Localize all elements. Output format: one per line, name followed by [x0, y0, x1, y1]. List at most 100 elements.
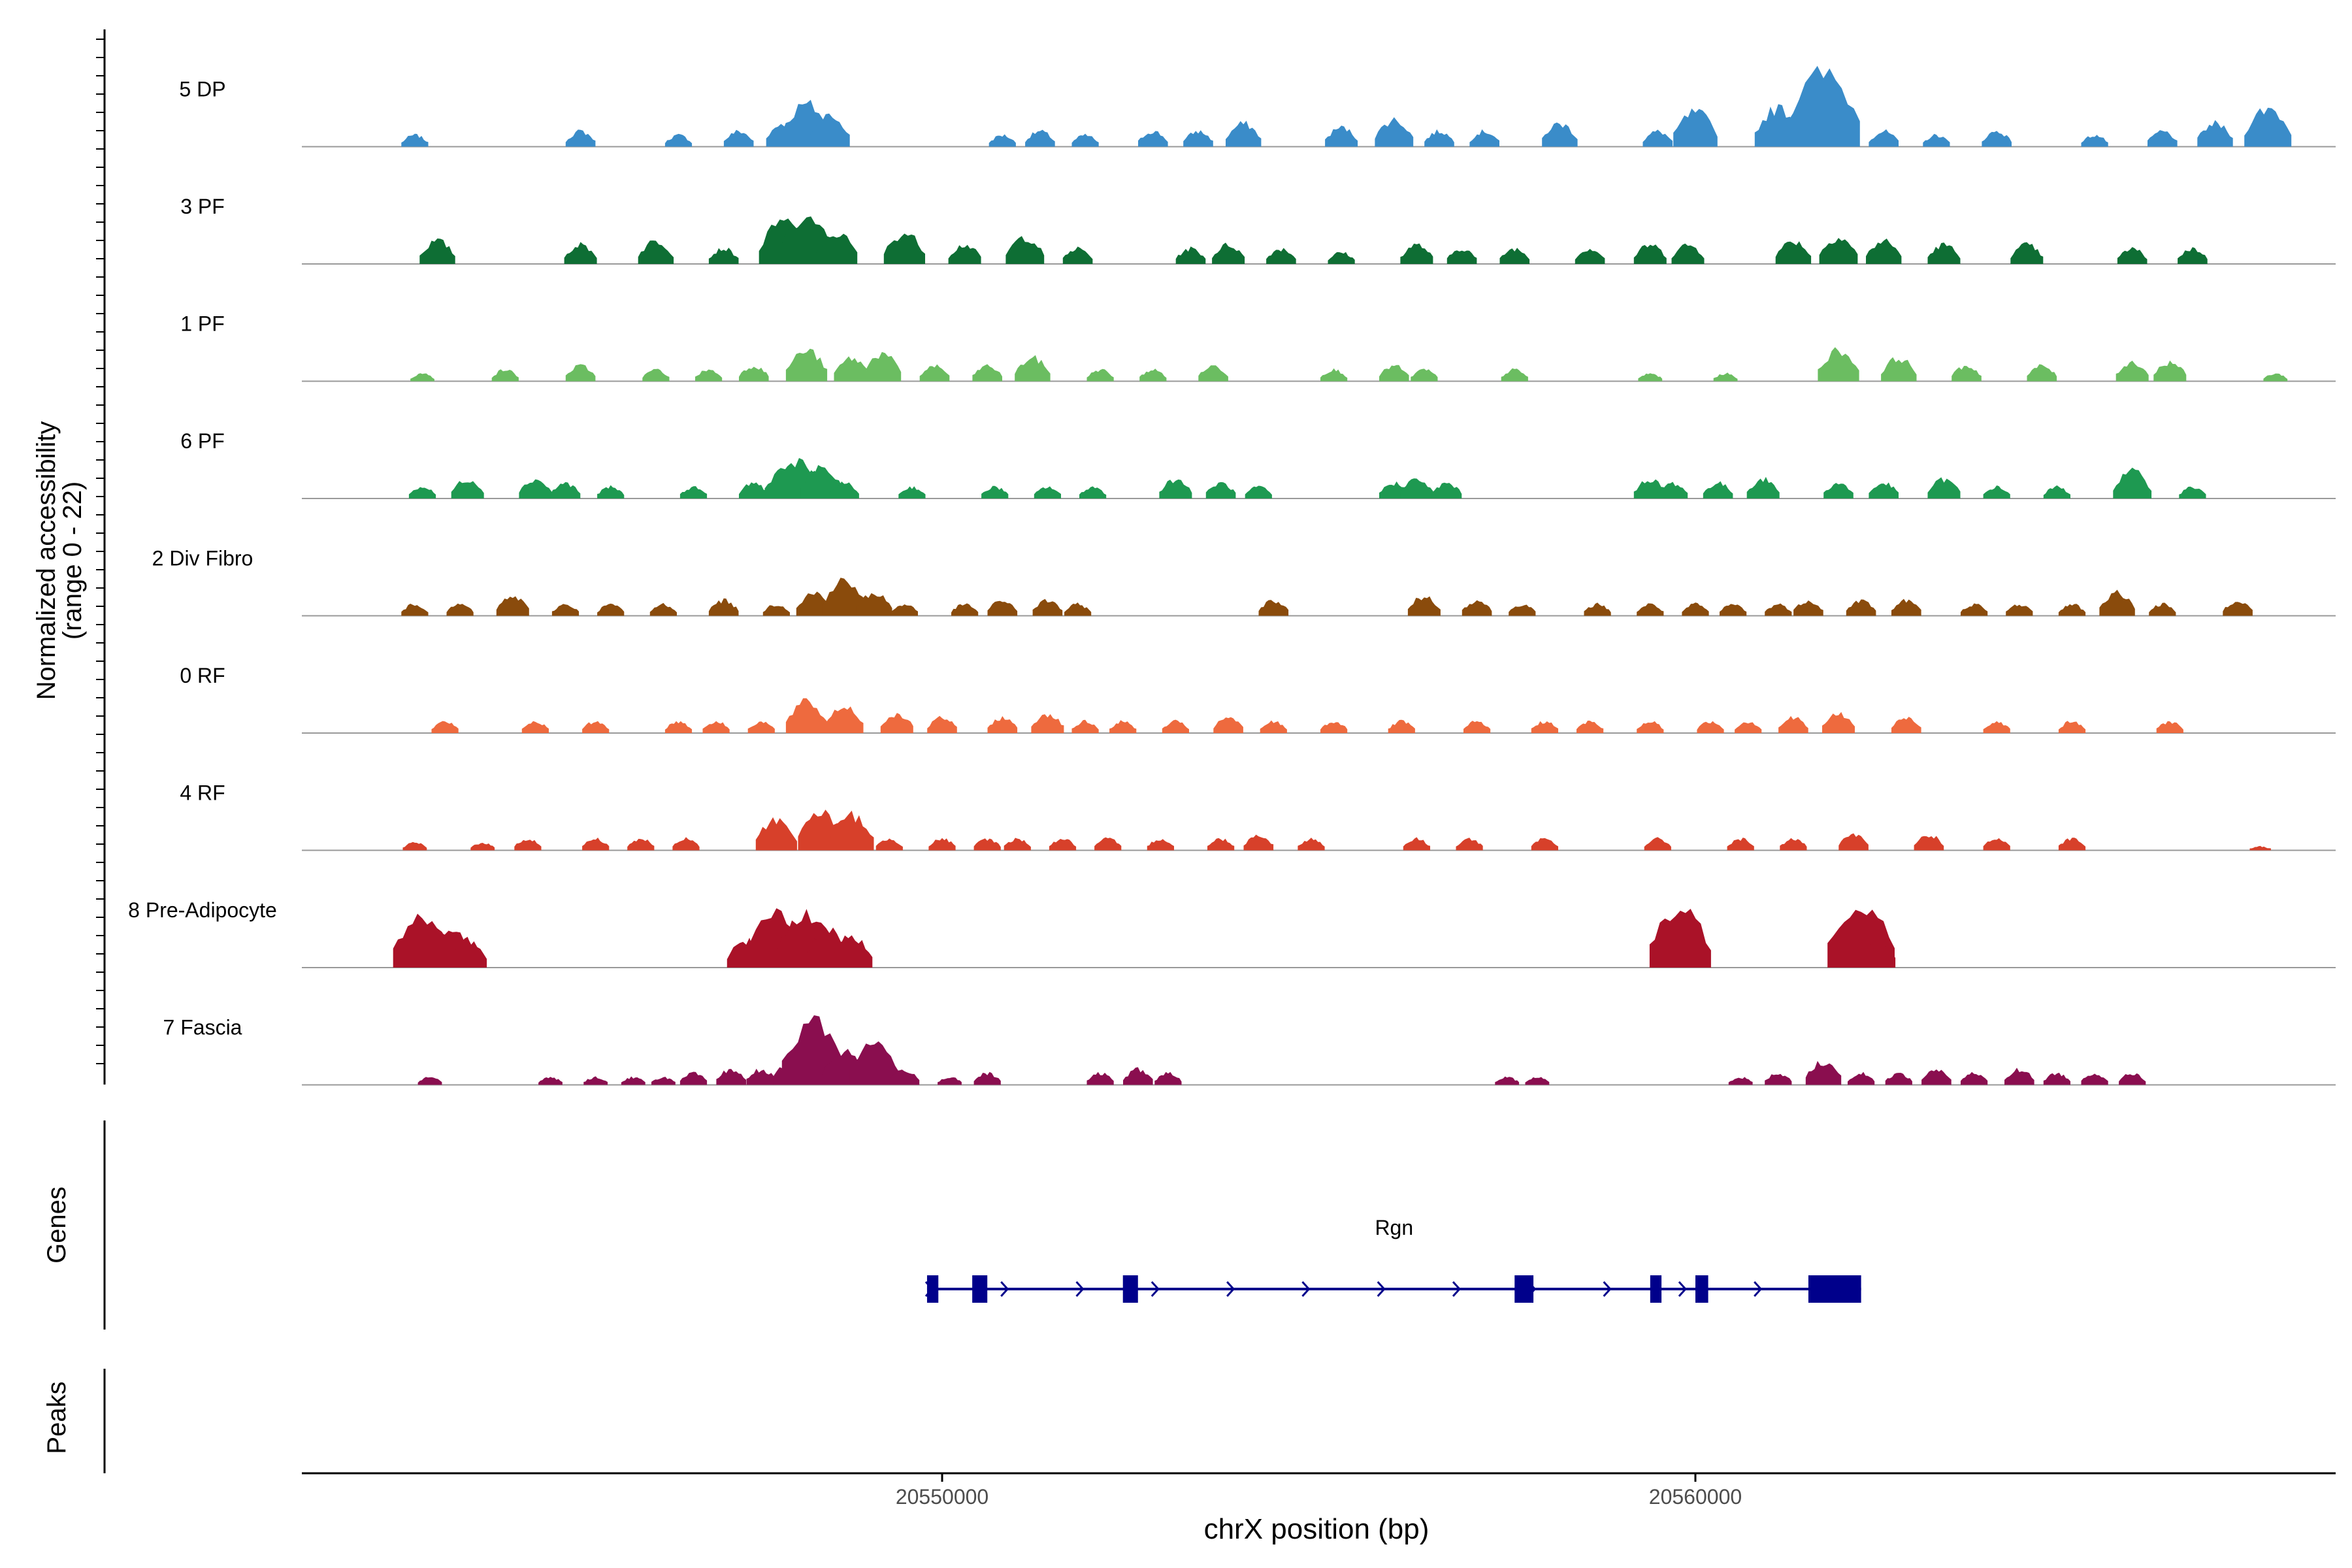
- coverage-peak: [829, 482, 859, 498]
- coverage-peak: [1079, 486, 1107, 498]
- track: 0 RF: [180, 664, 2336, 734]
- coverage-peak: [834, 356, 870, 382]
- track-label: 0 RF: [180, 664, 225, 687]
- coverage-peak: [739, 482, 769, 498]
- coverage-peak: [401, 133, 429, 147]
- track-label: 7 Fascia: [163, 1016, 242, 1039]
- coverage-peak: [410, 373, 434, 382]
- coverage-peak: [1162, 719, 1189, 733]
- coverage-peak: [1869, 482, 1899, 498]
- coverage-peak: [1728, 1077, 1753, 1085]
- gene-exon: [926, 1275, 939, 1303]
- coverage-peak: [1462, 600, 1492, 616]
- coverage-peak: [831, 935, 873, 968]
- coverage-peak: [2179, 486, 2206, 498]
- coverage-peak: [1682, 602, 1709, 616]
- coverage-peak: [679, 1071, 708, 1085]
- coverage-peak: [1927, 242, 1961, 264]
- coverage-peak: [1531, 721, 1558, 733]
- coverage-peak: [1495, 1076, 1520, 1085]
- coverage-peak: [2081, 135, 2108, 147]
- coverage-peak: [1866, 238, 1902, 264]
- y-minor-ticks: [96, 39, 105, 1064]
- coverage-peak: [1881, 357, 1917, 382]
- coverage-peak: [401, 604, 429, 616]
- coverage-peak: [2197, 120, 2233, 147]
- coverage-peak: [1109, 720, 1137, 733]
- coverage-peak: [1735, 722, 1762, 733]
- coverage-peak: [1431, 482, 1462, 498]
- track-label: 3 PF: [180, 195, 225, 218]
- coverage-peak: [1658, 482, 1688, 498]
- coverage-peak: [1298, 838, 1325, 851]
- coverage-peak: [1642, 129, 1673, 147]
- gene-strand-arrow: [1452, 1281, 1462, 1298]
- coverage-peak: [708, 598, 739, 616]
- coverage-peak: [1961, 1071, 1988, 1085]
- coverage-peak: [1793, 600, 1823, 616]
- coverage-peak: [883, 233, 925, 264]
- coverage-peak: [1400, 243, 1433, 264]
- coverage-peak: [1983, 721, 2010, 733]
- coverage-peak: [695, 369, 723, 382]
- coverage-peak: [1328, 252, 1355, 264]
- coverage-peak: [1379, 365, 1409, 382]
- coverage-peak: [890, 604, 918, 616]
- coverage-peak: [857, 593, 892, 616]
- coverage-peak: [446, 603, 474, 616]
- coverage-peak: [972, 364, 1002, 382]
- coverage-peak: [898, 486, 926, 498]
- coverage-peak: [679, 486, 708, 498]
- coverage-peak: [1891, 598, 1921, 616]
- coverage-peak: [1952, 366, 1982, 382]
- track-label: 4 RF: [180, 781, 225, 805]
- coverage-peak: [785, 348, 828, 382]
- coverage-peak: [514, 840, 542, 851]
- coverage-peak: [1411, 368, 1438, 382]
- gene-exon: [1808, 1275, 1861, 1303]
- coverage-peak: [2115, 361, 2149, 382]
- coverage-peak: [1071, 133, 1099, 147]
- coverage-peak: [889, 1070, 920, 1085]
- coverage-peak: [1025, 129, 1055, 147]
- genes-panel-label: Genes: [42, 1186, 71, 1264]
- gene-strand-arrow: [1377, 1281, 1386, 1298]
- coverage-peak: [1243, 834, 1274, 851]
- gene-exon: [1122, 1275, 1138, 1303]
- coverage-peak: [1921, 1069, 1952, 1085]
- coverage-peak: [672, 837, 700, 851]
- gene-exon: [1650, 1275, 1662, 1303]
- coverage-peak: [1838, 833, 1869, 851]
- coverage-peak: [987, 716, 1018, 733]
- coverage-peak: [1320, 368, 1348, 382]
- coverage-peak: [1207, 838, 1235, 851]
- coverage-peak: [938, 1077, 962, 1085]
- coverage-peak: [1575, 248, 1605, 264]
- coverage-peak: [1375, 117, 1414, 147]
- coverage-peak: [2223, 602, 2253, 616]
- coverage-peak: [2058, 838, 2086, 851]
- coverage-peak: [2006, 604, 2033, 616]
- coverage-peak: [470, 843, 495, 851]
- gene-exon: [972, 1275, 988, 1303]
- track-label: 1 PF: [180, 312, 225, 336]
- coverage-peak: [862, 351, 902, 382]
- coverage-peak: [1823, 483, 1854, 498]
- coverage-peak: [491, 369, 519, 382]
- coverage-peak: [565, 129, 596, 147]
- coverage-peak: [2148, 130, 2178, 147]
- coverage-peak: [582, 838, 610, 851]
- coverage-peak: [1403, 837, 1430, 851]
- coverage-peak: [649, 602, 677, 616]
- coverage-peak: [402, 841, 427, 851]
- coverage-peak: [825, 706, 864, 733]
- coverage-peak: [1094, 837, 1122, 851]
- coverage-peak: [627, 838, 655, 851]
- coverage-peak: [1071, 719, 1099, 733]
- coverage-peak: [2043, 485, 2070, 498]
- coverage-peak: [1857, 938, 1896, 968]
- coverage-peak: [2263, 373, 2288, 382]
- coverage-peak: [1198, 365, 1228, 382]
- track: 7 Fascia: [163, 1015, 2336, 1086]
